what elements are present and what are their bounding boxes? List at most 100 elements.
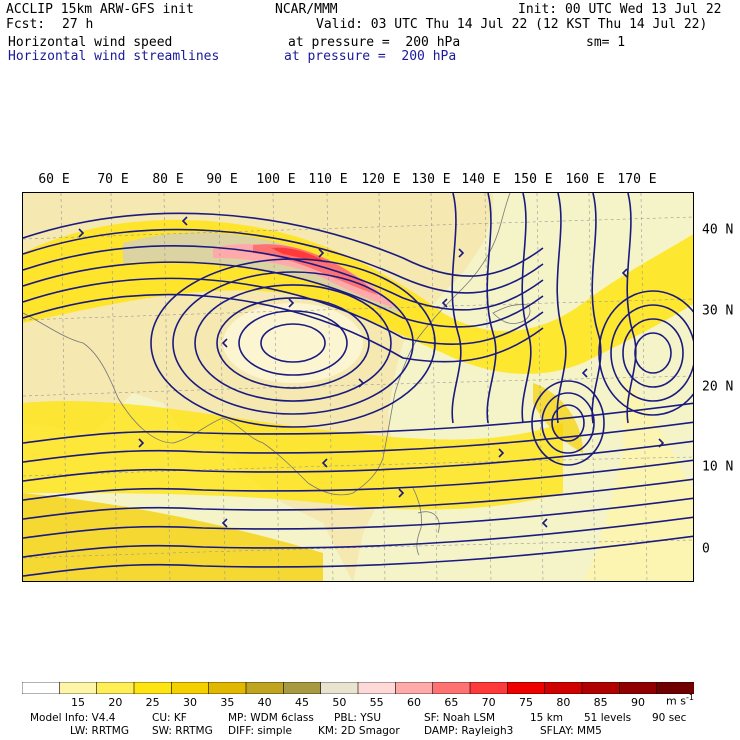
forecast-hour: 27 h: [62, 17, 94, 32]
longitude-label: 150 E: [513, 172, 553, 187]
streamline-arrow: [658, 438, 665, 448]
colorbar-swatch: [395, 682, 434, 694]
streamline-arrow: [181, 216, 188, 226]
model-info-item: DIFF: simple: [228, 725, 292, 737]
streamline: [23, 459, 693, 501]
longitude-label: 160 E: [565, 172, 605, 187]
model-info-item: SFLAY: MM5: [540, 725, 602, 737]
colorbar-swatch: [432, 682, 471, 694]
streamline: [194, 284, 392, 402]
streamline: [23, 440, 693, 482]
streamline: [598, 290, 693, 416]
longitude-label: 60 E: [38, 172, 70, 187]
field-streamlines-level: at pressure = 200 hPa: [284, 49, 457, 64]
streamline-arrow: [221, 338, 228, 348]
longitude-label: 100 E: [256, 172, 296, 187]
colorbar-swatch: [283, 682, 322, 694]
streamline: [23, 245, 544, 311]
streamline: [610, 304, 693, 402]
coastlines: [23, 193, 531, 556]
streamline-arrow: [458, 248, 465, 258]
parallel-line: [23, 298, 693, 321]
meridian-line: [218, 193, 226, 581]
model-info-item: PBL: YSU: [334, 712, 382, 724]
streamline: [451, 193, 462, 424]
streamline: [551, 404, 585, 442]
longitude-label: 140 E: [461, 172, 501, 187]
graticule: [23, 193, 693, 581]
latitude-label: 40 N: [702, 222, 734, 238]
latitude-label: 30 N: [702, 303, 734, 319]
meridian-line: [110, 193, 118, 581]
wind-speed-shading: [23, 193, 693, 581]
model-info-item: Model Info: V4.4: [30, 712, 116, 724]
longitude-label: 110 E: [308, 172, 348, 187]
colorbar-level-label: 15: [71, 696, 85, 709]
colorbar-level-label: 45: [295, 696, 309, 709]
colorbar-level-label: 90: [631, 696, 645, 709]
streamline: [626, 193, 637, 424]
streamline: [556, 193, 567, 424]
colorbar-swatch: [208, 682, 247, 694]
streamline: [238, 310, 348, 376]
model-info-item: MP: WDM 6class: [228, 712, 314, 724]
colorbar-level-label: 35: [220, 696, 235, 709]
streamline: [541, 392, 595, 454]
streamline: [634, 332, 672, 374]
model-info-item: SF: Noah LSM: [424, 712, 496, 724]
streamline-arrow: [621, 268, 628, 278]
model-info-item: SW: RRTMG: [152, 725, 213, 737]
streamline-arrow: [321, 458, 328, 468]
model-info-item: LW: RRTMG: [70, 725, 129, 737]
latitude-label: 10 N: [702, 459, 734, 475]
streamline: [23, 535, 693, 577]
streamline: [531, 380, 605, 466]
model-info-item: 15 km: [530, 712, 564, 724]
colorbar-swatch: [245, 682, 285, 694]
colorbar-level-label: 85: [593, 696, 608, 709]
colorbar-swatch: [656, 682, 694, 694]
parallel-line: [23, 456, 693, 477]
init-time: Init: 00 UTC Wed 13 Jul 22: [518, 2, 722, 17]
latitude-label: 20 N: [702, 379, 734, 395]
streamline: [23, 228, 544, 294]
streamline: [260, 323, 326, 363]
colorbar-level-label: 50: [332, 696, 347, 709]
colorbar-swatch: [357, 682, 397, 694]
model-info-item: DAMP: Rayleigh3: [424, 725, 514, 737]
streamline-arrow: [288, 298, 295, 308]
meridian-line: [640, 193, 648, 581]
colorbar-level-label: 70: [481, 696, 496, 709]
colorbar-swatch: [96, 682, 135, 694]
longitude-label: 130 E: [411, 172, 451, 187]
colorbar-swatch: [507, 682, 546, 694]
colorbar-level-label: 80: [556, 696, 571, 709]
colorbar-level-label: 20: [108, 696, 123, 709]
longitude-label: 70 E: [97, 172, 129, 187]
colorbar-swatch: [59, 682, 98, 694]
longitude-label: 90 E: [206, 172, 238, 187]
model-info-item: CU: KF: [152, 712, 187, 724]
colorbar-swatch: [133, 682, 173, 694]
meridian-line: [163, 193, 171, 581]
longitude-label: 120 E: [361, 172, 401, 187]
colorbar-swatch: [171, 682, 210, 694]
streamline-arrow: [138, 438, 145, 448]
streamline: [23, 402, 693, 444]
center-label: NCAR/MMM: [275, 2, 338, 17]
streamline-arrow: [78, 228, 85, 238]
colorbar-level-label: 55: [369, 696, 384, 709]
colorbar-level-label: 25: [145, 696, 160, 709]
streamline: [23, 293, 544, 363]
streamline: [216, 297, 370, 389]
model-info-item: 90 sec: [652, 712, 687, 724]
meridian-line: [430, 193, 438, 581]
field-wind-speed: Horizontal wind speed: [8, 35, 173, 50]
smoothing-label: sm= 1: [586, 35, 626, 50]
streamline-arrow: [441, 298, 448, 308]
meridian-line: [60, 193, 68, 581]
meridian-line: [484, 193, 492, 581]
streamline: [23, 421, 693, 463]
wind-streamlines: [23, 193, 693, 577]
streamline: [23, 478, 693, 520]
